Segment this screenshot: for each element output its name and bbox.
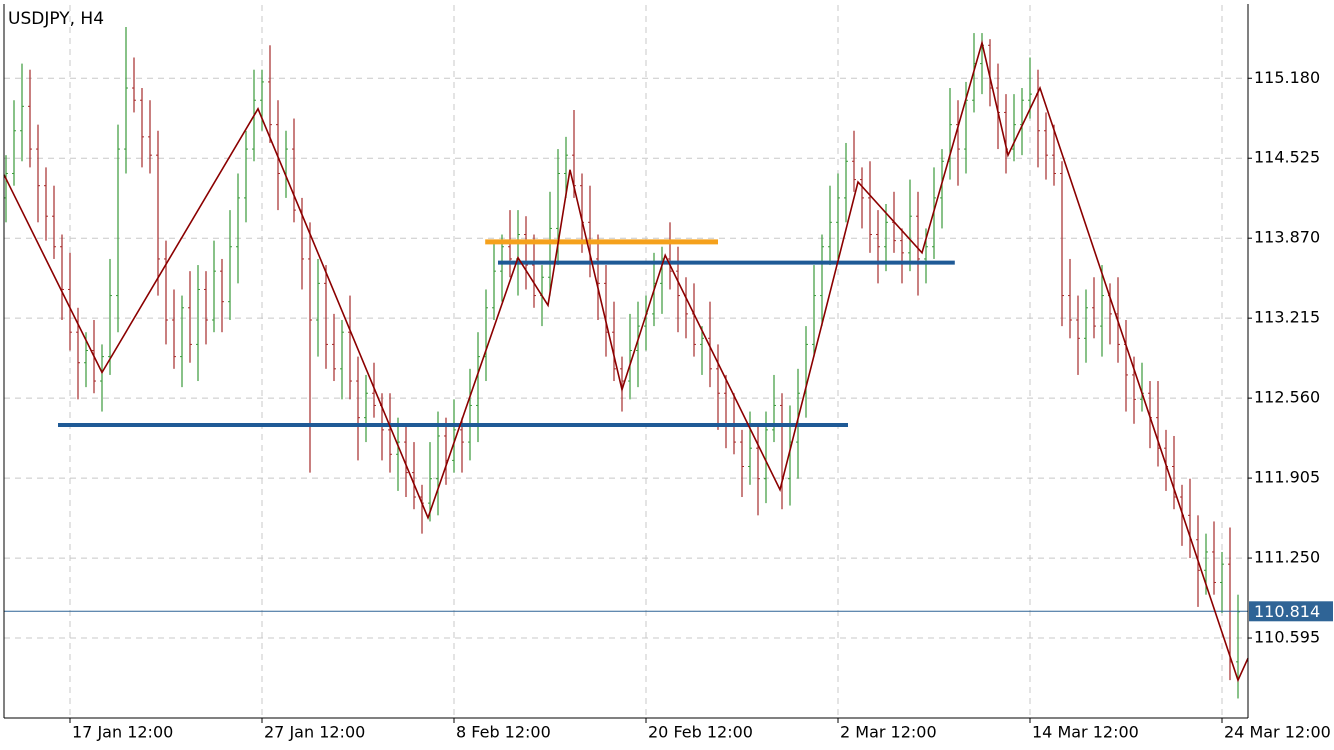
y-tick-label: 113.215 bbox=[1254, 308, 1320, 327]
current-price-box bbox=[1249, 601, 1333, 622]
y-tick-label: 113.870 bbox=[1254, 228, 1320, 247]
x-tick-label: 2 Mar 12:00 bbox=[840, 723, 937, 742]
x-tick-label: 14 Mar 12:00 bbox=[1032, 723, 1139, 742]
y-tick-label: 112.560 bbox=[1254, 388, 1320, 407]
current-price-label: 110.814 bbox=[1254, 602, 1320, 621]
chart-title: USDJPY, H4 bbox=[8, 9, 104, 29]
x-tick-label: 8 Feb 12:00 bbox=[456, 723, 551, 742]
y-tick-label: 111.250 bbox=[1254, 548, 1320, 567]
x-tick-label: 20 Feb 12:00 bbox=[648, 723, 753, 742]
zigzag-line bbox=[3, 39, 1249, 683]
x-tick-label: 27 Jan 12:00 bbox=[264, 723, 365, 742]
y-tick-label: 115.180 bbox=[1254, 68, 1320, 87]
y-tick-label: 111.905 bbox=[1254, 468, 1320, 487]
x-tick-label: 17 Jan 12:00 bbox=[72, 723, 173, 742]
y-tick-label: 114.525 bbox=[1254, 148, 1320, 167]
marks bbox=[3, 26, 1249, 699]
y-tick-label: 110.595 bbox=[1254, 628, 1320, 647]
x-tick-label: 24 Mar 12:00 bbox=[1224, 723, 1331, 742]
